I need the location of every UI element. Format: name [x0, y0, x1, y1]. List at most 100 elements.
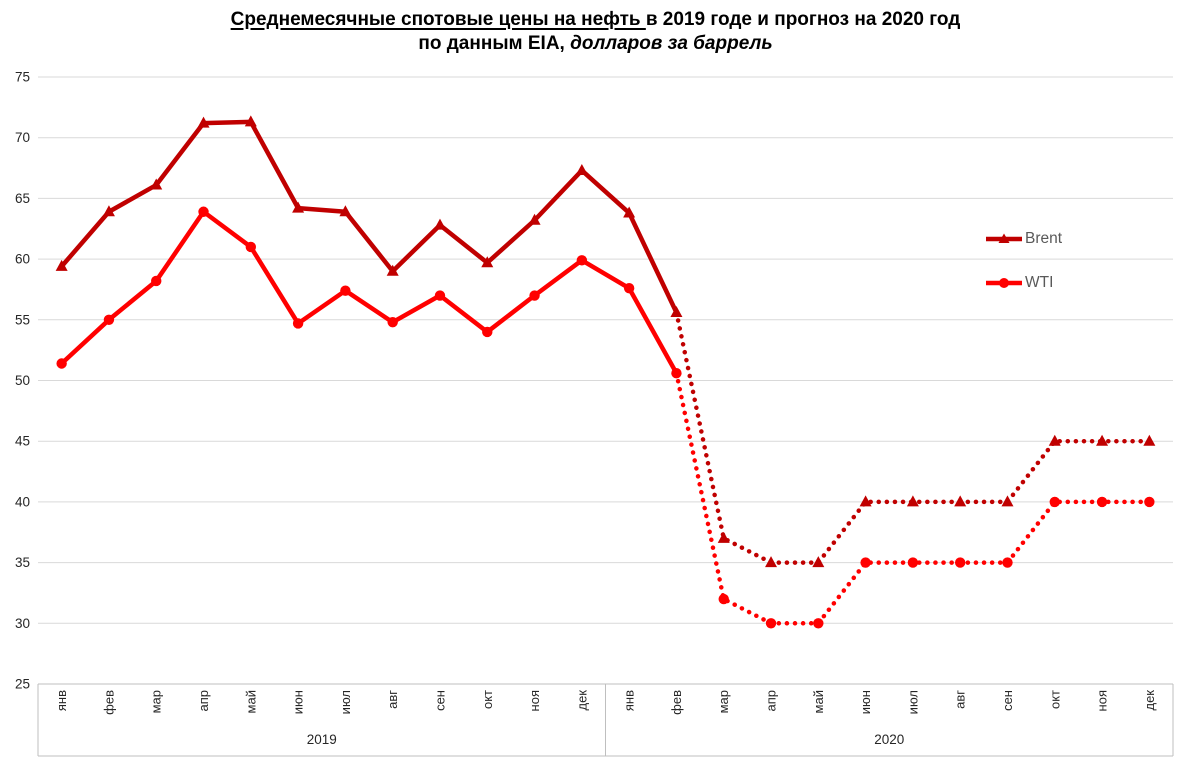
- wti-legend-marker: [999, 277, 1009, 288]
- brent-line-swatch-icon: [986, 233, 1022, 243]
- wti-data-point-marker: [292, 318, 304, 329]
- month-label: янв: [54, 690, 69, 711]
- brent-data-point-marker: [386, 264, 399, 276]
- chart-title-line1: Среднемесячные спотовые цены на нефть в …: [0, 8, 1191, 32]
- brent-data-point-marker: [575, 163, 588, 175]
- y-tick-label: 40: [15, 494, 30, 509]
- chart-title-underlined: Среднемесячные спотовые цены на нефть: [230, 9, 646, 30]
- month-label: сен: [1000, 690, 1015, 711]
- chart-subtitle: по данным EIA, долларов за баррель: [0, 32, 1191, 56]
- brent-actual-line: [59, 119, 679, 315]
- y-tick-label: 35: [15, 555, 30, 570]
- wti-data-point-marker: [1144, 496, 1155, 508]
- chart-subtitle-plain: по данным EIA,: [418, 33, 571, 54]
- brent-data-point-marker: [906, 495, 919, 507]
- chart-title-line1-rest: в 2019 годе и прогноз на 2020 год: [645, 9, 961, 30]
- brent-data-point-marker: [1096, 434, 1109, 446]
- wti-data-point-marker: [623, 283, 635, 294]
- brent-data-point-marker: [528, 213, 541, 225]
- wti-data-point-marker: [907, 557, 919, 568]
- wti-line-swatch-icon: [986, 277, 1022, 288]
- brent-data-point-marker: [812, 556, 825, 568]
- y-tick-label: 70: [15, 130, 30, 145]
- brent-data-point-marker: [717, 531, 730, 543]
- month-label: окт: [480, 690, 495, 709]
- wti-data-point-marker: [103, 314, 115, 325]
- wti-data-point-marker: [765, 618, 777, 629]
- brent-data-point-marker: [954, 495, 967, 507]
- series-brent: [55, 115, 1156, 568]
- brent-data-point-marker: [150, 178, 163, 190]
- brent-data-point-marker: [623, 206, 636, 218]
- wti-data-point-marker: [1002, 557, 1013, 568]
- gridlines: [38, 76, 1173, 685]
- brent-data-point-marker: [433, 218, 446, 230]
- month-label: ноя: [527, 690, 542, 711]
- month-label: июл: [338, 690, 353, 714]
- month-label: июл: [905, 690, 920, 714]
- wti-data-point-marker: [1049, 496, 1060, 508]
- month-label: дек: [1142, 690, 1157, 711]
- y-tick-label: 45: [15, 434, 30, 449]
- brent-data-point-marker: [765, 556, 778, 568]
- category-axis: янв фев мар апр май июн июл авг сен окт ноя дек 2019…: [37, 684, 1174, 757]
- month-label: июн: [291, 690, 306, 714]
- month-label: май: [811, 690, 826, 713]
- legend-label-wti: WTI: [1025, 273, 1054, 291]
- brent-data-point-marker: [55, 259, 68, 271]
- wti-data-point-marker: [1096, 496, 1108, 508]
- wti-data-point-marker: [56, 358, 67, 369]
- y-tick-label: 55: [15, 312, 30, 327]
- brent-data-point-marker: [102, 205, 115, 217]
- brent-data-point-marker: [481, 256, 494, 268]
- wti-data-point-marker: [813, 618, 824, 629]
- month-label: янв: [622, 690, 637, 711]
- year-label-2020: 2020: [874, 732, 904, 747]
- wti-data-point-marker: [387, 317, 398, 328]
- brent-forecast-line: [674, 310, 1152, 565]
- wti-data-point-marker: [245, 241, 257, 253]
- y-tick-label: 50: [15, 373, 30, 388]
- y-tick-label: 65: [15, 191, 30, 206]
- chart-subtitle-italic: долларов за баррель: [570, 33, 773, 54]
- brent-data-point-marker: [197, 116, 210, 128]
- brent-data-point-marker: [1143, 434, 1156, 446]
- legend-entry-wti: WTI: [984, 270, 1062, 295]
- wti-data-point-marker: [718, 593, 729, 605]
- month-label: фев: [101, 690, 116, 715]
- month-label: мар: [716, 690, 731, 713]
- month-label: июн: [858, 690, 873, 714]
- month-label: дек: [574, 690, 589, 711]
- chart-title: Среднемесячные спотовые цены на нефть в …: [0, 8, 1191, 56]
- brent-data-point-marker: [1048, 434, 1061, 446]
- month-label: апр: [196, 690, 211, 712]
- wti-data-point-marker: [576, 255, 588, 266]
- month-label: май: [243, 690, 258, 713]
- month-label: авг: [385, 690, 400, 709]
- month-label: окт: [1047, 690, 1062, 709]
- y-tick-label: 25: [15, 677, 30, 692]
- month-label: мар: [149, 690, 164, 713]
- wti-data-point-marker: [151, 275, 162, 287]
- brent-data-point-marker: [859, 495, 872, 507]
- wti-data-point-marker: [198, 206, 209, 217]
- month-label: ноя: [1095, 690, 1110, 711]
- wti-data-point-marker: [340, 285, 351, 296]
- month-label: апр: [764, 690, 779, 712]
- brent-data-point-marker: [292, 201, 305, 213]
- wti-actual-line: [59, 209, 679, 376]
- y-tick-label: 60: [15, 252, 30, 267]
- month-label: фев: [669, 690, 684, 715]
- series-wti: [56, 206, 1155, 629]
- wti-data-point-marker: [434, 290, 446, 301]
- legend-entry-brent: Brent: [984, 226, 1062, 251]
- legend-label-brent: Brent: [1025, 229, 1063, 247]
- month-label: авг: [953, 690, 968, 709]
- brent-data-point-marker: [670, 306, 683, 318]
- wti-data-point-marker: [529, 290, 540, 301]
- month-label: сен: [432, 690, 447, 711]
- chart-legend: Brent WTI: [984, 226, 1062, 314]
- y-tick-label: 75: [15, 70, 30, 85]
- year-label-2019: 2019: [307, 732, 337, 747]
